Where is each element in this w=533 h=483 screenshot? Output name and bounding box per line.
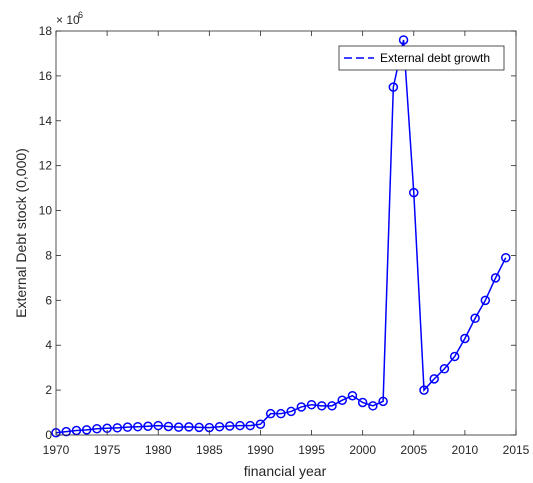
x-tick-label: 1985 — [196, 443, 223, 457]
data-point-marker — [245, 420, 255, 431]
legend-label: External debt growth — [380, 51, 490, 65]
axes-box — [55, 30, 517, 436]
data-point-marker — [347, 390, 358, 401]
data-point-marker — [184, 422, 194, 432]
y-tick-label: 18 — [39, 24, 53, 38]
data-point-marker — [71, 425, 82, 436]
data-point-marker — [225, 421, 235, 431]
axes-layer — [55, 30, 517, 436]
data-point-marker — [368, 401, 378, 411]
x-axis-label: financial year — [244, 463, 327, 479]
data-point-marker — [378, 396, 388, 407]
data-point-marker — [409, 187, 419, 198]
y-tick-label: 0 — [45, 428, 52, 442]
data-point-marker — [296, 402, 307, 412]
data-point-marker — [173, 422, 184, 432]
legend-box — [338, 45, 505, 71]
data-point-marker — [419, 385, 429, 395]
y-tick-label: 10 — [39, 204, 53, 218]
data-point-marker — [194, 422, 204, 433]
y-tick-label: 4 — [45, 338, 52, 352]
y-tick-label: 12 — [39, 159, 53, 173]
data-point-marker — [327, 401, 337, 411]
x-tick-label: 2000 — [349, 443, 376, 457]
data-point-marker — [255, 419, 266, 429]
y-axis-exponent-power: 6 — [78, 10, 83, 20]
data-point-marker — [480, 295, 491, 306]
data-point-marker — [317, 401, 327, 411]
data-point-marker — [122, 422, 133, 432]
data-point-marker — [163, 421, 174, 432]
data-point-marker — [133, 421, 143, 432]
data-point-marker — [439, 364, 450, 374]
data-point-marker — [460, 333, 470, 344]
y-tick-label: 8 — [45, 248, 52, 262]
data-point-marker — [388, 82, 399, 92]
plot-area — [56, 31, 516, 435]
data-point-marker — [286, 406, 296, 417]
ticks-layer: 1970 1975 1980 1985 1990 1995 2000 2005 2010 2015… — [39, 24, 530, 457]
x-tick-label: 1980 — [145, 443, 172, 457]
data-point-marker — [143, 421, 153, 431]
x-tick-label: 2015 — [503, 443, 530, 457]
y-tick-label: 2 — [45, 383, 52, 397]
data-point-marker — [449, 351, 460, 362]
y-tick-label: 14 — [39, 114, 53, 128]
data-point-marker — [398, 35, 409, 45]
y-axis-label: External Debt stock (0,000) — [13, 148, 29, 318]
data-point-marker — [306, 399, 317, 410]
x-tick-label: 1970 — [43, 443, 70, 457]
legend: External debt growth — [338, 45, 505, 71]
x-tick-label: 1990 — [247, 443, 274, 457]
y-tick-label: 6 — [45, 293, 52, 307]
data-point-marker — [470, 313, 480, 324]
data-point-marker — [112, 423, 123, 433]
data-point-marker — [81, 425, 92, 435]
x-tick-label: 1975 — [94, 443, 121, 457]
x-tick-label: 1995 — [298, 443, 325, 457]
data-point-marker — [153, 420, 163, 431]
x-tick-label: 2005 — [400, 443, 427, 457]
data-point-marker — [337, 395, 347, 405]
data-point-marker — [92, 423, 102, 434]
data-point-marker — [214, 421, 225, 432]
data-point-marker — [429, 374, 439, 384]
series-layer — [51, 35, 511, 438]
x-tick-label: 2010 — [452, 443, 479, 457]
y-tick-label: 16 — [39, 69, 53, 83]
data-point-marker — [265, 408, 276, 419]
y-axis-exponent-base: × 10 — [56, 13, 80, 27]
data-point-marker — [235, 420, 245, 431]
data-point-marker — [61, 426, 71, 437]
data-point-marker — [490, 273, 501, 283]
data-point-marker — [501, 252, 511, 263]
data-point-marker — [276, 408, 286, 419]
data-point-marker — [357, 397, 368, 408]
